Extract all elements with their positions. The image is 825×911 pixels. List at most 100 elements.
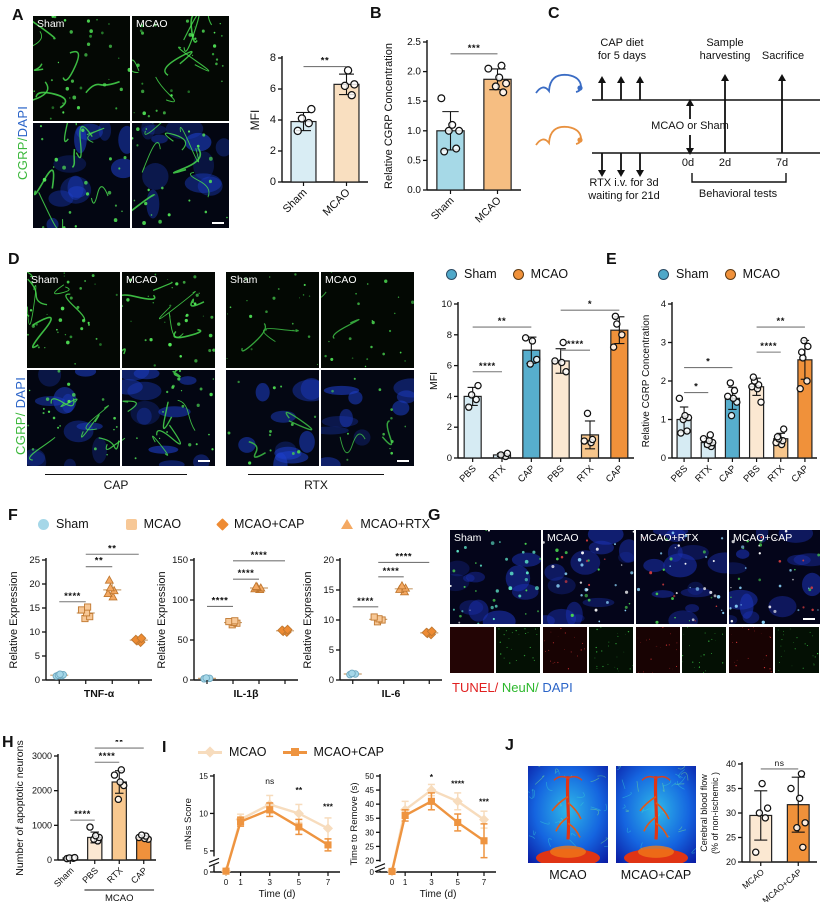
svg-text:0: 0 <box>183 675 188 686</box>
svg-text:*: * <box>588 299 592 310</box>
svg-text:****: **** <box>383 566 400 577</box>
micro-image-g-tunel-rtx <box>636 627 680 673</box>
scale-bar <box>803 617 815 620</box>
legend-label: Sham <box>676 267 709 281</box>
svg-text:0: 0 <box>35 675 40 686</box>
circle-marker <box>512 268 524 280</box>
legend-label: MCAO <box>143 517 182 531</box>
svg-text:CAP: CAP <box>516 463 538 485</box>
svg-text:3: 3 <box>267 878 272 887</box>
square-marker <box>125 518 137 530</box>
legend-item: MCAO <box>125 517 182 531</box>
svg-text:1: 1 <box>661 415 666 426</box>
legend-label: MCAO <box>742 267 781 281</box>
legend-mcao-cap-i: MCAO MCAO+CAP <box>198 745 400 759</box>
svg-text:*: * <box>706 357 710 368</box>
svg-text:1.0: 1.0 <box>407 126 421 137</box>
svg-text:MFI: MFI <box>428 372 440 390</box>
svg-text:Time (d): Time (d) <box>259 889 296 900</box>
svg-text:150: 150 <box>172 555 188 566</box>
svg-text:8: 8 <box>270 52 276 64</box>
svg-text:****: **** <box>212 595 229 606</box>
dapi-label: DAPI <box>15 105 30 138</box>
svg-text:0: 0 <box>447 453 452 464</box>
panel-label-i: I <box>162 739 167 756</box>
svg-text:CAP: CAP <box>604 463 626 485</box>
image-label: MCAO <box>126 274 158 286</box>
svg-text:2000: 2000 <box>32 786 52 796</box>
svg-text:PBS: PBS <box>546 463 567 484</box>
chart-d-mfi: 0 2 4 6 8 10 MFI PBS RTX CAP PBS RTX CAP **** ** **** * <box>428 290 640 502</box>
cgrp-dapi-side-label-d: CGRP/ DAPI <box>13 377 28 455</box>
image-label: Sham <box>230 274 258 286</box>
cgrp-label: CGRP/ <box>15 137 30 180</box>
svg-text:RTX: RTX <box>105 865 125 885</box>
legend-item: MCAO+CAP <box>216 517 304 531</box>
cbf-image-mcao-cap <box>616 766 696 863</box>
scale-bar <box>397 459 409 462</box>
micro-image-a-sham-merge <box>33 123 130 228</box>
svg-text:3000: 3000 <box>32 751 52 761</box>
svg-text:1: 1 <box>403 878 408 887</box>
svg-text:0: 0 <box>204 868 209 877</box>
micro-image-d-cap-sham-top: Sham <box>27 272 120 368</box>
circle-marker <box>724 268 736 280</box>
cgrp-dapi-side-label: CGRP/DAPI <box>15 106 30 180</box>
svg-text:1: 1 <box>238 878 243 887</box>
behavioral-tests-text: Behavioral tests <box>698 188 778 200</box>
chart-f-il6: 0 5 10 15 20 Relative Expression IL-6 **** **** *… <box>302 544 448 714</box>
svg-text:Relative CGRP Concentration: Relative CGRP Concentration <box>641 315 652 448</box>
line-diamond-marker <box>198 746 222 758</box>
svg-text:RTX: RTX <box>575 463 597 485</box>
sample-harvesting-text: Sample harvesting <box>699 37 751 62</box>
svg-text:4: 4 <box>661 299 666 310</box>
svg-text:15: 15 <box>29 603 40 614</box>
svg-text:10: 10 <box>29 627 40 638</box>
svg-text:30: 30 <box>726 808 736 818</box>
svg-text:Time to Remove (s): Time to Remove (s) <box>349 782 360 865</box>
svg-text:PBS: PBS <box>741 463 762 484</box>
svg-text:0: 0 <box>370 868 375 877</box>
svg-text:15: 15 <box>323 585 334 596</box>
image-label: Sham <box>454 532 482 544</box>
svg-text:***: *** <box>479 797 490 807</box>
micro-image-d-cap-mcao-merge <box>122 370 215 466</box>
legend-item: MCAO+RTX <box>341 517 430 531</box>
circle-marker <box>446 268 457 280</box>
panel-label-c: C <box>548 5 560 22</box>
day-7-label: 7d <box>775 157 789 169</box>
svg-text:MCAO: MCAO <box>321 186 353 218</box>
image-label: MCAO <box>136 18 168 30</box>
svg-text:0: 0 <box>329 675 334 686</box>
svg-text:0.5: 0.5 <box>407 155 421 166</box>
svg-text:5: 5 <box>297 878 302 887</box>
svg-text:2.0: 2.0 <box>407 67 421 78</box>
svg-text:Relative Expression: Relative Expression <box>156 571 168 668</box>
image-label: MCAO <box>547 532 579 544</box>
chart-h-apoptotic: 0 1000 2000 3000 Number of apoptotic neurons… <box>14 740 162 908</box>
legend-label: MCAO <box>229 745 267 759</box>
experiment-timeline: CAP diet for 5 days Sample harvesting Sacr… <box>530 25 825 225</box>
micro-image-d-rtx-sham-top: Sham <box>226 272 319 368</box>
rtx-group-underline <box>248 474 384 475</box>
panel-label-j: J <box>505 737 514 754</box>
svg-text:**: ** <box>296 785 303 795</box>
image-label: MCAO <box>325 274 357 286</box>
legend-sham-mcao-e: Sham MCAO <box>658 267 796 281</box>
svg-text:100: 100 <box>172 595 188 606</box>
micro-image-g-neun-rtx <box>682 627 726 673</box>
image-label: Sham <box>37 18 65 30</box>
dapi-label: DAPI <box>542 680 573 695</box>
svg-text:Number of apoptotic neurons: Number of apoptotic neurons <box>14 740 26 875</box>
svg-text:CAP: CAP <box>717 463 739 485</box>
legend-item: Sham <box>38 517 89 531</box>
svg-text:RTX: RTX <box>487 463 509 485</box>
svg-text:3: 3 <box>429 878 434 887</box>
cgrp-label: CGRP/ <box>13 412 28 455</box>
svg-text:10: 10 <box>199 809 208 818</box>
svg-text:MCAO+CAP: MCAO+CAP <box>760 867 803 902</box>
micro-image-g-mcao-cap: MCAO+CAP <box>729 530 820 624</box>
micro-image-g-mcao: MCAO <box>543 530 634 624</box>
svg-text:6: 6 <box>270 83 276 95</box>
svg-text:25: 25 <box>726 833 736 843</box>
